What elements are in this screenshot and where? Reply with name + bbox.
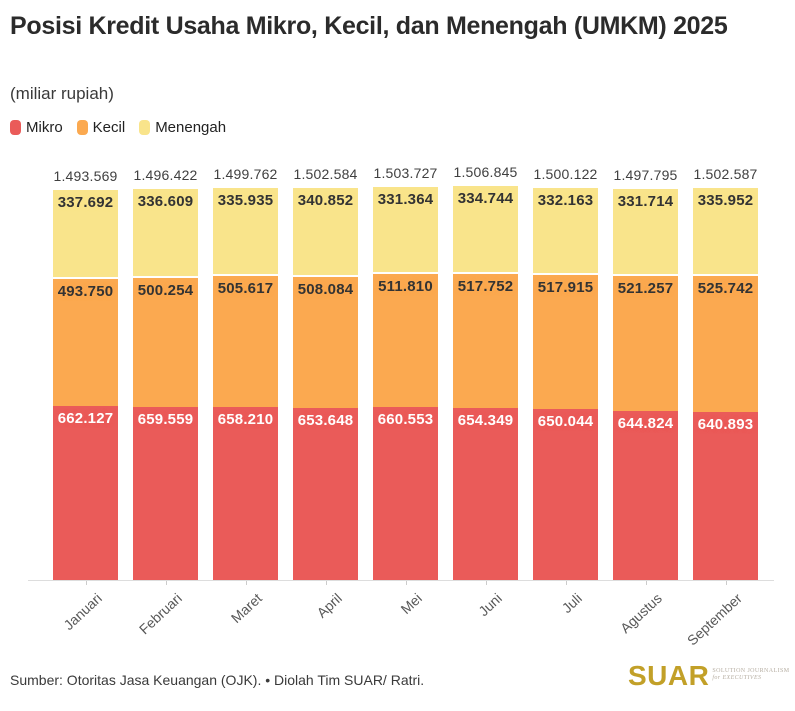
legend-item-kecil[interactable]: Kecil	[76, 119, 126, 136]
segment-value-label: 658.210	[217, 411, 274, 429]
bar-segment-mikro-maret[interactable]: 658.210	[213, 407, 278, 580]
bar-segment-menengah-maret[interactable]: 335.935	[213, 186, 278, 275]
bar-segment-kecil-maret[interactable]: 505.617	[213, 274, 278, 408]
x-axis-line	[28, 580, 774, 581]
x-axis-tick	[485, 581, 487, 585]
total-value-label: 1.499.762	[213, 166, 278, 183]
x-axis-tick	[405, 581, 407, 585]
bar-segment-menengah-juli[interactable]: 332.163	[533, 186, 598, 274]
legend: Mikro Kecil Menengah	[10, 119, 226, 136]
segment-value-label: 331.714	[617, 192, 674, 210]
segment-value-label: 659.559	[137, 410, 194, 428]
segment-value-label: 654.349	[457, 412, 514, 430]
suar-logo-text: SUAR	[628, 660, 710, 691]
bar-segment-menengah-mei[interactable]: 331.364	[373, 185, 438, 273]
legend-swatch-icon	[139, 120, 151, 135]
segment-value-label: 511.810	[378, 278, 433, 296]
x-axis-tick	[325, 581, 327, 585]
x-axis-tick	[645, 581, 647, 585]
page-subtitle: (miliar rupiah)	[10, 84, 114, 103]
segment-value-label: 340.852	[297, 191, 354, 209]
legend-item-mikro[interactable]: Mikro	[10, 119, 63, 136]
legend-label: Kecil	[92, 119, 126, 136]
page-title: Posisi Kredit Usaha Mikro, Kecil, dan Me…	[10, 12, 728, 40]
bar-segment-menengah-februari[interactable]: 336.609	[133, 187, 198, 276]
bar-segment-menengah-september[interactable]: 335.952	[693, 185, 758, 274]
total-value-label: 1.497.795	[613, 166, 678, 183]
x-axis-tick	[725, 581, 727, 585]
segment-value-label: 500.254	[137, 281, 194, 299]
bar-segment-kecil-mei[interactable]: 511.810	[373, 272, 438, 407]
bar-segment-kecil-september[interactable]: 525.742	[693, 273, 758, 412]
suar-logo-tagline: SOLUTION JOURNALISM for EXECUTIVES	[712, 668, 789, 681]
bar-segment-mikro-mei[interactable]: 660.553	[373, 406, 438, 580]
segment-value-label: 508.084	[297, 281, 354, 299]
bar-segment-kecil-juli[interactable]: 517.915	[533, 273, 598, 410]
segment-value-label: 517.752	[457, 278, 514, 296]
segment-value-label: 650.044	[537, 413, 594, 431]
x-axis-tick	[565, 581, 567, 585]
bar-segment-kecil-januari[interactable]: 493.750	[53, 276, 118, 407]
segment-value-label: 653.648	[297, 412, 354, 430]
bar-segment-mikro-januari[interactable]: 662.127	[53, 406, 118, 580]
segment-value-label: 336.609	[137, 193, 194, 211]
segment-value-label: 660.553	[377, 410, 434, 428]
legend-swatch-icon	[76, 120, 88, 135]
total-value-label: 1.503.727	[373, 165, 438, 182]
total-value-label: 1.502.587	[693, 165, 758, 182]
bar-segment-menengah-januari[interactable]: 337.692	[53, 187, 118, 277]
bar-segment-menengah-april[interactable]: 340.852	[293, 185, 358, 276]
logo-tagline-line1: SOLUTION JOURNALISM	[712, 668, 790, 674]
bar-segment-mikro-april[interactable]: 653.648	[293, 408, 358, 580]
bar-segment-kecil-agustus[interactable]: 521.257	[613, 273, 678, 411]
segment-value-label: 525.742	[697, 279, 754, 297]
segment-value-label: 332.163	[537, 192, 594, 210]
bar-segment-kecil-juni[interactable]: 517.752	[453, 272, 518, 409]
segment-value-label: 493.750	[57, 282, 114, 300]
bar-segment-mikro-september[interactable]: 640.893	[693, 411, 758, 580]
segment-value-label: 644.824	[617, 414, 674, 432]
bar-segment-menengah-agustus[interactable]: 331.714	[613, 186, 678, 274]
logo-tagline-line2: for EXECUTIVES	[712, 674, 762, 681]
segment-value-label: 640.893	[697, 415, 754, 433]
total-value-label: 1.506.845	[453, 164, 518, 181]
suar-logo: SUAR SOLUTION JOURNALISM for EXECUTIVES	[628, 662, 789, 690]
bar-segment-mikro-februari[interactable]: 659.559	[133, 406, 198, 580]
legend-label: Menengah	[155, 119, 227, 136]
segment-value-label: 335.935	[217, 192, 274, 210]
segment-value-label: 334.744	[457, 190, 514, 208]
bar-segment-menengah-juni[interactable]: 334.744	[453, 184, 518, 273]
bar-segment-mikro-juni[interactable]: 654.349	[453, 408, 518, 580]
segment-value-label: 662.127	[57, 410, 114, 428]
legend-item-menengah[interactable]: Menengah	[139, 119, 226, 136]
segment-value-label: 331.364	[377, 191, 434, 209]
x-axis-tick	[165, 581, 167, 585]
total-value-label: 1.500.122	[533, 166, 598, 183]
segment-value-label: 337.692	[57, 193, 114, 211]
x-axis-tick	[85, 581, 87, 585]
total-value-label: 1.496.422	[133, 167, 198, 184]
total-value-label: 1.502.584	[293, 165, 358, 182]
segment-value-label: 521.257	[617, 279, 674, 297]
bar-segment-mikro-agustus[interactable]: 644.824	[613, 410, 678, 580]
source-note: Sumber: Otoritas Jasa Keuangan (OJK). • …	[10, 672, 425, 688]
segment-value-label: 335.952	[697, 191, 754, 209]
x-axis-tick	[245, 581, 247, 585]
legend-label: Mikro	[26, 119, 63, 136]
bar-segment-mikro-juli[interactable]: 650.044	[533, 409, 598, 580]
bar-segment-kecil-februari[interactable]: 500.254	[133, 275, 198, 407]
legend-swatch-icon	[10, 120, 21, 135]
total-value-label: 1.493.569	[53, 167, 118, 184]
segment-value-label: 505.617	[217, 280, 274, 298]
x-axis-label-januari: Januari	[59, 590, 105, 634]
segment-value-label: 517.915	[537, 279, 594, 297]
bar-segment-kecil-april[interactable]: 508.084	[293, 275, 358, 409]
